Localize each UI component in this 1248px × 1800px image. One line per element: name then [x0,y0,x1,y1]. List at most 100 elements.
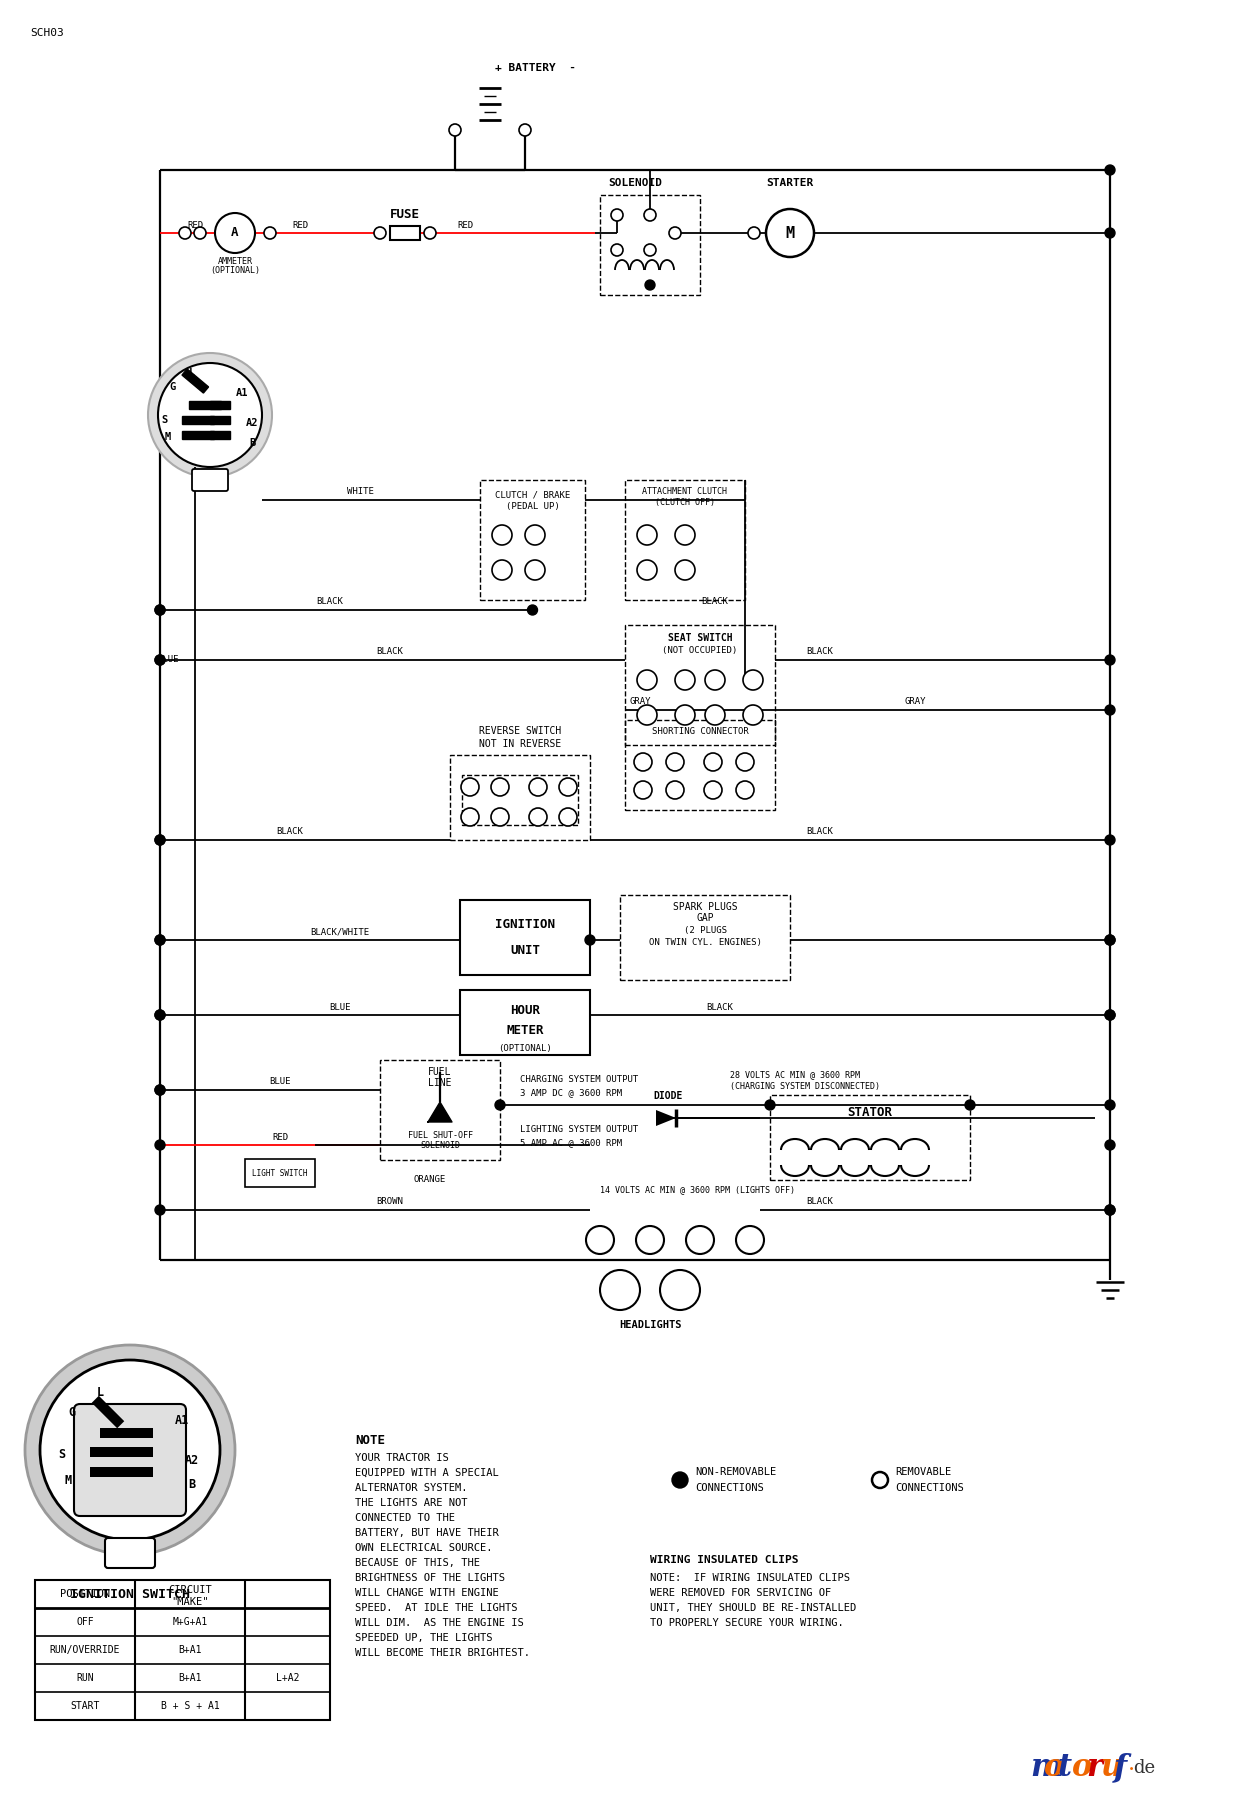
Circle shape [178,227,191,239]
Text: BLACK: BLACK [806,828,834,837]
Circle shape [872,1472,889,1489]
Bar [245,1159,314,1186]
Text: DIODE: DIODE [653,1091,683,1102]
Text: L+A2: L+A2 [276,1672,300,1683]
Circle shape [158,364,262,466]
Circle shape [265,227,276,239]
FancyBboxPatch shape [105,1537,155,1568]
Circle shape [40,1361,220,1541]
Circle shape [666,752,684,770]
Circle shape [155,605,165,616]
Text: B: B [248,437,255,448]
Bar [625,481,745,599]
Text: BRIGHTNESS OF THE LIGHTS: BRIGHTNESS OF THE LIGHTS [354,1573,505,1582]
Text: (CHARGING SYSTEM DISCONNECTED): (CHARGING SYSTEM DISCONNECTED) [730,1082,880,1091]
Text: BLACK/WHITE: BLACK/WHITE [311,927,369,936]
Circle shape [1104,1204,1114,1215]
Circle shape [704,752,723,770]
Text: de: de [1133,1759,1156,1777]
Text: M+G+A1: M+G+A1 [172,1616,207,1627]
Text: TO PROPERLY SECURE YOUR WIRING.: TO PROPERLY SECURE YOUR WIRING. [650,1618,844,1627]
Text: GRAY: GRAY [905,697,926,706]
Circle shape [634,752,651,770]
Text: r: r [1086,1753,1102,1784]
Circle shape [634,781,651,799]
Bar [480,481,585,599]
Circle shape [1104,1010,1114,1021]
Bar [210,430,230,439]
Circle shape [495,1100,505,1111]
FancyBboxPatch shape [74,1404,186,1516]
Text: OWN ELECTRICAL SOURCE.: OWN ELECTRICAL SOURCE. [354,1543,493,1553]
Text: A: A [231,227,238,239]
Text: A2: A2 [185,1454,200,1467]
Text: HOUR: HOUR [510,1004,540,1017]
Text: BLUE: BLUE [329,1003,351,1012]
Text: THE LIGHTS ARE NOT: THE LIGHTS ARE NOT [354,1498,468,1508]
Text: f: f [1114,1753,1127,1784]
Circle shape [743,670,763,689]
Text: STATOR: STATOR [847,1107,892,1120]
Circle shape [525,526,545,545]
Bar [127,1467,154,1478]
Circle shape [636,1226,664,1255]
Circle shape [585,934,595,945]
Bar [100,1427,144,1438]
Text: WHITE: WHITE [347,488,373,497]
Text: WILL DIM.  AS THE ENGINE IS: WILL DIM. AS THE ENGINE IS [354,1618,524,1627]
Bar [210,401,230,409]
Circle shape [525,560,545,580]
Bar [90,1447,134,1456]
Circle shape [686,1226,714,1255]
Circle shape [965,1100,975,1111]
Circle shape [1104,655,1114,664]
Text: ALTERNATOR SYSTEM.: ALTERNATOR SYSTEM. [354,1483,468,1492]
Text: SPEEDED UP, THE LIGHTS: SPEEDED UP, THE LIGHTS [354,1633,493,1643]
Text: POSITION: POSITION [60,1589,110,1598]
Text: t: t [1058,1753,1072,1784]
Text: 14 VOLTS AC MIN @ 3600 RPM (LIGHTS OFF): 14 VOLTS AC MIN @ 3600 RPM (LIGHTS OFF) [600,1186,795,1195]
Circle shape [155,605,165,616]
Text: L: L [96,1386,104,1399]
Circle shape [461,778,479,796]
Text: SOLENOID: SOLENOID [421,1141,461,1150]
Text: CONNECTED TO THE: CONNECTED TO THE [354,1514,456,1523]
Text: SPEED.  AT IDLE THE LIGHTS: SPEED. AT IDLE THE LIGHTS [354,1604,518,1613]
Text: + BATTERY  -: + BATTERY - [495,63,577,74]
Circle shape [704,781,723,799]
Text: BLACK: BLACK [377,648,403,657]
Polygon shape [428,1102,452,1121]
Bar [182,369,208,392]
Circle shape [675,560,695,580]
Text: BROWN: BROWN [377,1197,403,1206]
Circle shape [666,781,684,799]
Text: "MAKE": "MAKE" [171,1597,208,1607]
Circle shape [1104,706,1114,715]
Circle shape [636,526,656,545]
Text: u: u [1099,1753,1122,1784]
Bar [461,990,590,1055]
Text: LIGHTING SYSTEM OUTPUT: LIGHTING SYSTEM OUTPUT [520,1125,638,1134]
Circle shape [149,353,272,477]
Circle shape [600,1271,640,1310]
Circle shape [636,706,656,725]
Text: GAP: GAP [696,913,714,923]
Text: M: M [785,225,795,241]
Text: RUN/OVERRIDE: RUN/OVERRIDE [50,1645,120,1654]
Text: SPARK PLUGS: SPARK PLUGS [673,902,738,913]
Text: SHORTING CONNECTOR: SHORTING CONNECTOR [651,727,749,736]
Circle shape [612,209,623,221]
Text: IGNITION SWITCH: IGNITION SWITCH [70,1589,190,1602]
Circle shape [765,1100,775,1111]
Text: METER: METER [507,1024,544,1037]
Text: BLACK: BLACK [317,598,343,607]
Text: REMOVABLE: REMOVABLE [895,1467,951,1478]
Text: SCH03: SCH03 [30,29,64,38]
Text: ORANGE: ORANGE [414,1175,446,1184]
Text: GRAY: GRAY [629,697,650,706]
Text: BLACK: BLACK [706,1003,734,1012]
Circle shape [736,781,754,799]
Text: WIRING INSULATED CLIPS: WIRING INSULATED CLIPS [650,1555,799,1564]
Circle shape [1104,1139,1114,1150]
Text: RED: RED [187,221,203,229]
